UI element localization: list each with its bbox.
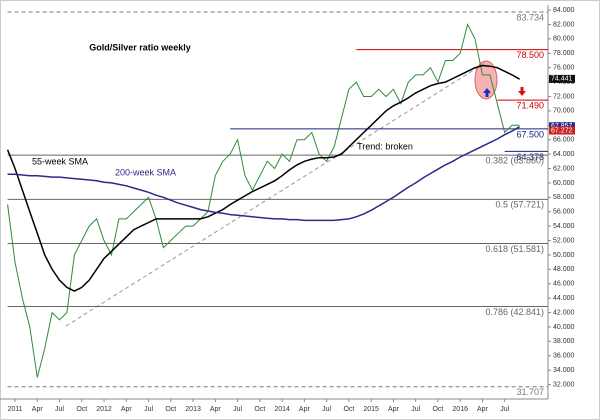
- x-tick-label: Jul: [322, 406, 331, 413]
- y-tick-label: 44.000: [553, 295, 575, 302]
- level-label: 64.378: [516, 152, 544, 162]
- x-tick-label: 2011: [7, 406, 22, 413]
- annotation: Trend: broken: [357, 141, 413, 151]
- series-line: [6, 64, 520, 292]
- y-tick-label: 58.000: [553, 194, 575, 201]
- x-tick-label: Oct: [165, 406, 176, 413]
- x-tick-label: Oct: [254, 406, 265, 413]
- series-label: 55-week SMA: [32, 156, 88, 166]
- value-tag: [549, 126, 575, 135]
- y-tick-label: 40.000: [553, 324, 575, 331]
- y-tick-label: 82.000: [553, 21, 575, 28]
- x-tick-label: Jul: [233, 406, 242, 413]
- y-tick-label: 72.000: [553, 93, 575, 100]
- y-tick-label: 34.000: [553, 367, 575, 374]
- x-tick-label: Apr: [32, 406, 44, 413]
- y-tick-label: 48.000: [553, 266, 575, 273]
- x-tick-label: 2012: [96, 406, 112, 413]
- y-tick-label: 36.000: [553, 353, 575, 360]
- y-tick-label: 62.000: [553, 165, 575, 172]
- x-tick-label: 2014: [274, 406, 290, 413]
- level-label: 0.5 (57.721): [495, 200, 544, 210]
- x-tick-label: Jul: [500, 406, 509, 413]
- value-tag-label: 67.272: [551, 127, 573, 134]
- y-tick-label: 54.000: [553, 223, 575, 230]
- y-tick-label: 64.000: [553, 151, 575, 158]
- y-tick-label: 42.000: [553, 309, 575, 316]
- highlight: [474, 60, 498, 100]
- down-arrow: [518, 87, 526, 96]
- x-tick-label: Oct: [343, 406, 354, 413]
- x-tick-label: Jul: [411, 406, 420, 413]
- x-tick-label: Jul: [55, 406, 64, 413]
- level-label: 71.490: [516, 101, 544, 111]
- value-tag-label: 74.441: [551, 76, 573, 83]
- chart-title: Gold/Silver ratio weekly: [89, 42, 191, 52]
- y-tick-label: 60.000: [553, 180, 575, 187]
- x-tick-label: Apr: [121, 406, 133, 413]
- y-tick-label: 52.000: [553, 237, 575, 244]
- level-label: 31.707: [516, 387, 544, 397]
- series-line: [7, 22, 520, 378]
- trend-line: [65, 62, 486, 327]
- x-tick-label: Jul: [144, 406, 153, 413]
- level-label: 0.618 (51.581): [485, 244, 544, 254]
- y-tick-label: 50.000: [553, 252, 575, 259]
- up-arrow: [483, 88, 491, 97]
- value-tag: [549, 74, 575, 83]
- y-tick-label: 78.000: [553, 50, 575, 57]
- x-tick-label: 2016: [452, 406, 468, 413]
- x-tick-label: Apr: [299, 406, 311, 413]
- y-tick-label: 84.000: [553, 7, 575, 14]
- x-tick-label: Oct: [432, 406, 443, 413]
- y-tick-label: 66.000: [553, 137, 575, 144]
- level-label: 83.734: [516, 12, 544, 22]
- level-label: 0.786 (42.841): [485, 307, 544, 317]
- y-tick-label: 56.000: [553, 209, 575, 216]
- x-tick-label: Apr: [210, 406, 222, 413]
- y-tick-label: 80.000: [553, 36, 575, 43]
- y-tick-label: 70.000: [553, 108, 575, 115]
- series-line: [7, 126, 520, 222]
- value-tag: [549, 122, 575, 131]
- y-tick-label: 38.000: [553, 338, 575, 345]
- level-label: 67.500: [516, 129, 544, 139]
- x-tick-label: 2015: [363, 406, 379, 413]
- x-tick-label: Apr: [477, 406, 489, 413]
- y-tick-label: 46.000: [553, 281, 575, 288]
- series-label: 200-week SMA: [115, 167, 176, 177]
- x-tick-label: Apr: [388, 406, 400, 413]
- y-tick-label: 32.000: [553, 381, 575, 388]
- x-tick-label: 2013: [185, 406, 201, 413]
- level-label: 0.382 (63.860): [485, 155, 544, 165]
- x-tick-label: Oct: [76, 406, 87, 413]
- y-tick-label: 76.000: [553, 65, 575, 72]
- level-label: 78.500: [516, 50, 544, 60]
